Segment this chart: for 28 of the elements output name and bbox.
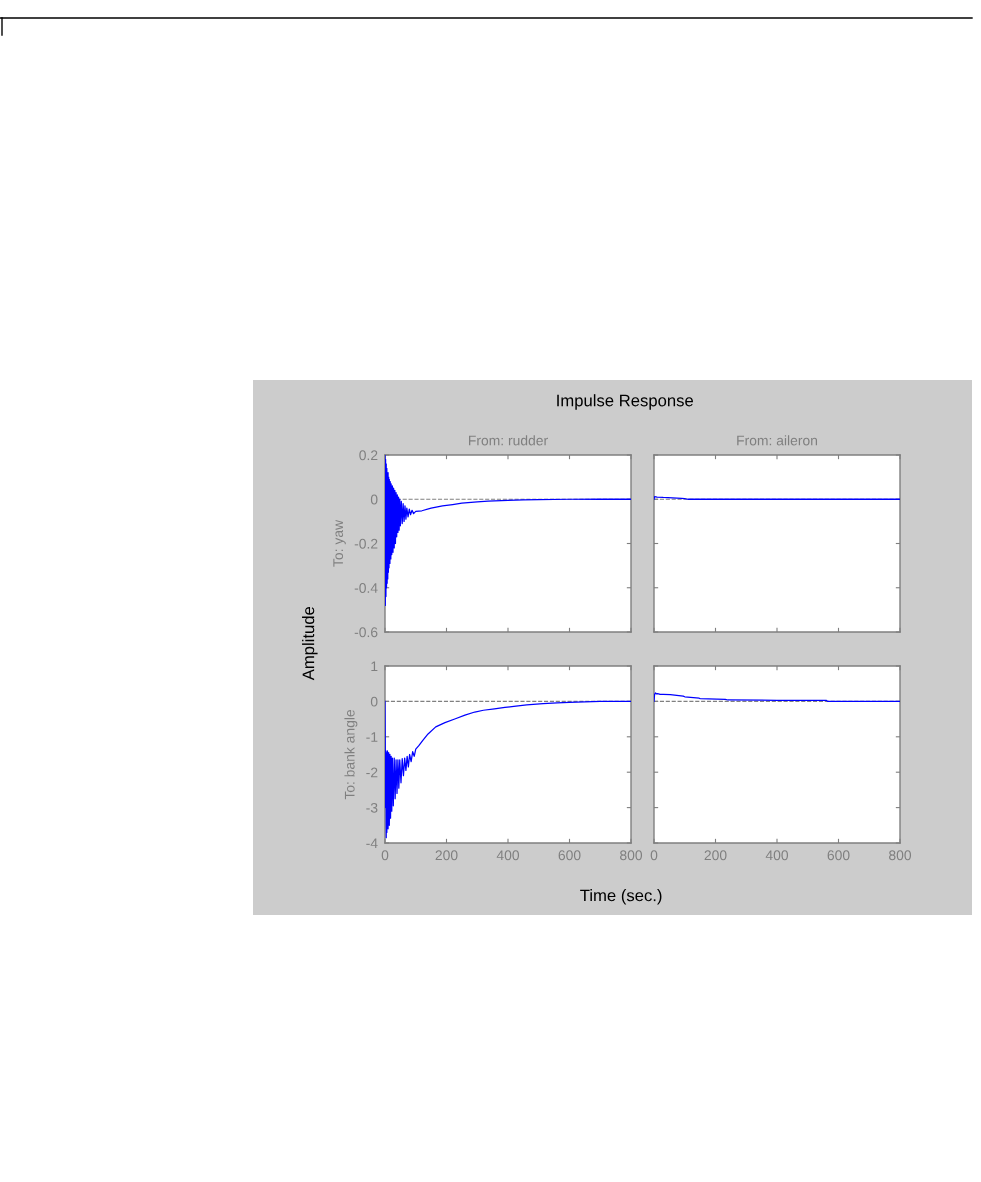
y-tick-label: -0.6 <box>354 627 378 638</box>
y-tick-label: -4 <box>366 838 378 849</box>
y-tick-label: -3 <box>366 802 378 813</box>
y-tick-label: -2 <box>366 767 378 778</box>
chart-title: From: rudder <box>469 435 548 446</box>
y-tick-label: -1 <box>366 732 378 742</box>
y-tick-label: 0 <box>370 494 378 505</box>
x-tick-label: 400 <box>765 850 789 861</box>
y-tick-label: 0.2 <box>359 450 378 461</box>
chart-title: From: aileron <box>737 435 818 446</box>
y-tick-label: 0 <box>370 696 378 707</box>
y-axis-title: To: bank angle <box>344 709 358 800</box>
text: Impulse Response <box>557 394 694 410</box>
x-tick-label: 800 <box>889 850 912 861</box>
y-tick-label: -0.4 <box>354 583 378 593</box>
x-tick-label: 0 <box>381 850 389 861</box>
x-tick-label: 400 <box>496 850 520 861</box>
x-tick-label: 600 <box>558 850 581 861</box>
x-tick-label: 0 <box>650 850 658 861</box>
x-tick-label: 600 <box>827 850 850 861</box>
y-axis-title: To: yaw <box>333 519 346 567</box>
y-tick-label: -0.2 <box>354 538 378 549</box>
x-tick-label: 800 <box>620 850 643 861</box>
x-tick-label: 200 <box>704 850 727 861</box>
x-tick-label: 200 <box>435 850 458 861</box>
text: Time (sec.) <box>580 889 662 905</box>
y-tick-label: 1 <box>371 661 378 672</box>
text: Amplitude <box>302 606 318 681</box>
